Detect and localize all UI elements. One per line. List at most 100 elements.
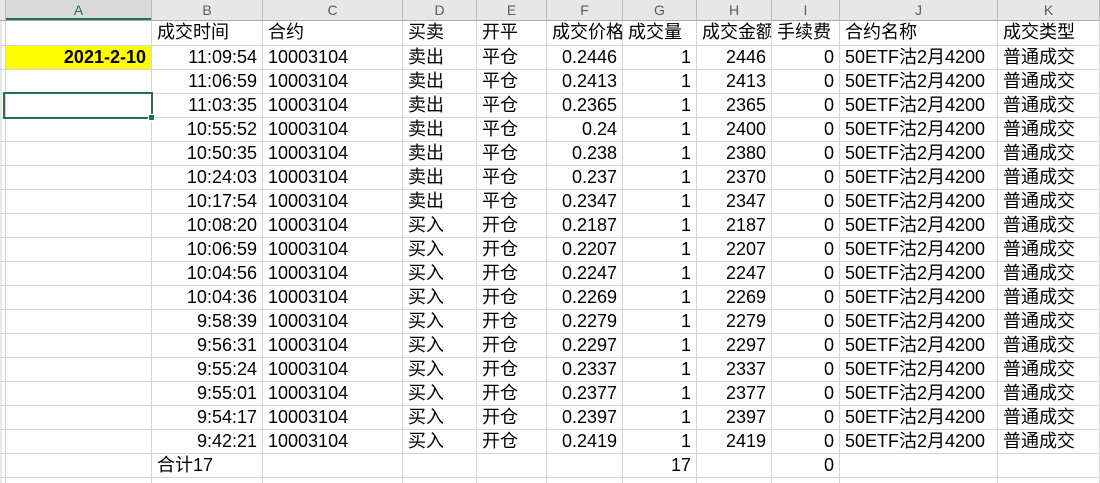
cell-E16[interactable]: 开仓 [477,382,547,406]
cell-E17[interactable]: 开仓 [477,406,547,430]
cell-D16[interactable]: 买入 [403,382,477,406]
cell-A18[interactable] [6,430,152,454]
cell-B20[interactable] [152,478,263,483]
cell-A7[interactable] [6,166,152,190]
cell-D20[interactable] [403,478,477,483]
cell-K9[interactable]: 普通成交 [998,214,1100,238]
cell-D11[interactable]: 买入 [403,262,477,286]
column-header-e[interactable]: E [477,0,547,21]
cell-C10[interactable]: 10003104 [263,238,403,262]
cell-F17[interactable]: 0.2397 [547,406,623,430]
cell-D1-side-header[interactable]: 买卖 [403,21,477,46]
cell-B10[interactable]: 10:06:59 [152,238,263,262]
cell-K13[interactable]: 普通成交 [998,310,1100,334]
cell-H6[interactable]: 2380 [697,142,772,166]
cell-F16[interactable]: 0.2377 [547,382,623,406]
cell-I17[interactable]: 0 [772,406,840,430]
cell-C20[interactable] [263,478,403,483]
cell-F20[interactable] [547,478,623,483]
cell-I3[interactable]: 0 [772,70,840,94]
cell-D4[interactable]: 卖出 [403,94,477,118]
cell-H13[interactable]: 2279 [697,310,772,334]
cell-D8[interactable]: 卖出 [403,190,477,214]
cell-C18[interactable]: 10003104 [263,430,403,454]
cell-E2[interactable]: 平仓 [477,46,547,70]
cell-C7[interactable]: 10003104 [263,166,403,190]
fill-handle[interactable] [148,114,155,121]
date-cell-A2[interactable]: 2021-2-10 [6,46,152,70]
cell-E6[interactable]: 平仓 [477,142,547,166]
cell-G6[interactable]: 1 [623,142,697,166]
cell-E18[interactable]: 开仓 [477,430,547,454]
cell-E20[interactable] [477,478,547,483]
cell-B18[interactable]: 9:42:21 [152,430,263,454]
cell-G14[interactable]: 1 [623,334,697,358]
cell-A16[interactable] [6,382,152,406]
cell-C13[interactable]: 10003104 [263,310,403,334]
cell-K20[interactable] [998,478,1100,483]
cell-I12[interactable]: 0 [772,286,840,310]
cell-H12[interactable]: 2269 [697,286,772,310]
cell-G12[interactable]: 1 [623,286,697,310]
cell-A11[interactable] [6,262,152,286]
cell-K12[interactable]: 普通成交 [998,286,1100,310]
column-header-j[interactable]: J [840,0,998,21]
cell-I1-fee-header[interactable]: 手续费 [772,21,840,46]
cell-C1-contract-header[interactable]: 合约 [263,21,403,46]
cell-H2[interactable]: 2446 [697,46,772,70]
cell-C19[interactable] [263,454,403,478]
cell-C2[interactable]: 10003104 [263,46,403,70]
column-header-g[interactable]: G [623,0,697,21]
cell-G10[interactable]: 1 [623,238,697,262]
cell-F7[interactable]: 0.237 [547,166,623,190]
cell-B8[interactable]: 10:17:54 [152,190,263,214]
cell-D15[interactable]: 买入 [403,358,477,382]
cell-K8[interactable]: 普通成交 [998,190,1100,214]
cell-A5[interactable] [6,118,152,142]
cell-H8[interactable]: 2347 [697,190,772,214]
cell-G17[interactable]: 1 [623,406,697,430]
cell-D9[interactable]: 买入 [403,214,477,238]
cell-I18[interactable]: 0 [772,430,840,454]
cell-E5[interactable]: 平仓 [477,118,547,142]
cell-F14[interactable]: 0.2297 [547,334,623,358]
cell-F18[interactable]: 0.2419 [547,430,623,454]
cell-H7[interactable]: 2370 [697,166,772,190]
cell-E4[interactable]: 平仓 [477,94,547,118]
cell-I7[interactable]: 0 [772,166,840,190]
cell-D17[interactable]: 买入 [403,406,477,430]
cell-F12[interactable]: 0.2269 [547,286,623,310]
cell-A4[interactable] [6,94,152,118]
cell-J19[interactable] [840,454,998,478]
cell-F9[interactable]: 0.2187 [547,214,623,238]
cell-J14[interactable]: 50ETF沽2月4200 [840,334,998,358]
cell-F15[interactable]: 0.2337 [547,358,623,382]
cell-D2[interactable]: 卖出 [403,46,477,70]
cell-I13[interactable]: 0 [772,310,840,334]
cell-A14[interactable] [6,334,152,358]
cell-I6[interactable]: 0 [772,142,840,166]
cell-H14[interactable]: 2297 [697,334,772,358]
cell-K4[interactable]: 普通成交 [998,94,1100,118]
cell-J10[interactable]: 50ETF沽2月4200 [840,238,998,262]
cell-G3[interactable]: 1 [623,70,697,94]
cell-C11[interactable]: 10003104 [263,262,403,286]
cell-C14[interactable]: 10003104 [263,334,403,358]
cell-J17[interactable]: 50ETF沽2月4200 [840,406,998,430]
cell-K14[interactable]: 普通成交 [998,334,1100,358]
cell-H15[interactable]: 2337 [697,358,772,382]
cell-F4[interactable]: 0.2365 [547,94,623,118]
cell-B2[interactable]: 11:09:54 [152,46,263,70]
cell-I16[interactable]: 0 [772,382,840,406]
cell-H1-amount-header[interactable]: 成交金额 [697,21,772,46]
cell-C8[interactable]: 10003104 [263,190,403,214]
cell-B3[interactable]: 11:06:59 [152,70,263,94]
cell-J1-contract-name-header[interactable]: 合约名称 [840,21,998,46]
cell-I10[interactable]: 0 [772,238,840,262]
cell-I14[interactable]: 0 [772,334,840,358]
cell-K10[interactable]: 普通成交 [998,238,1100,262]
column-header-f[interactable]: F [547,0,623,21]
cell-K19[interactable] [998,454,1100,478]
cell-G13[interactable]: 1 [623,310,697,334]
cell-F5[interactable]: 0.24 [547,118,623,142]
